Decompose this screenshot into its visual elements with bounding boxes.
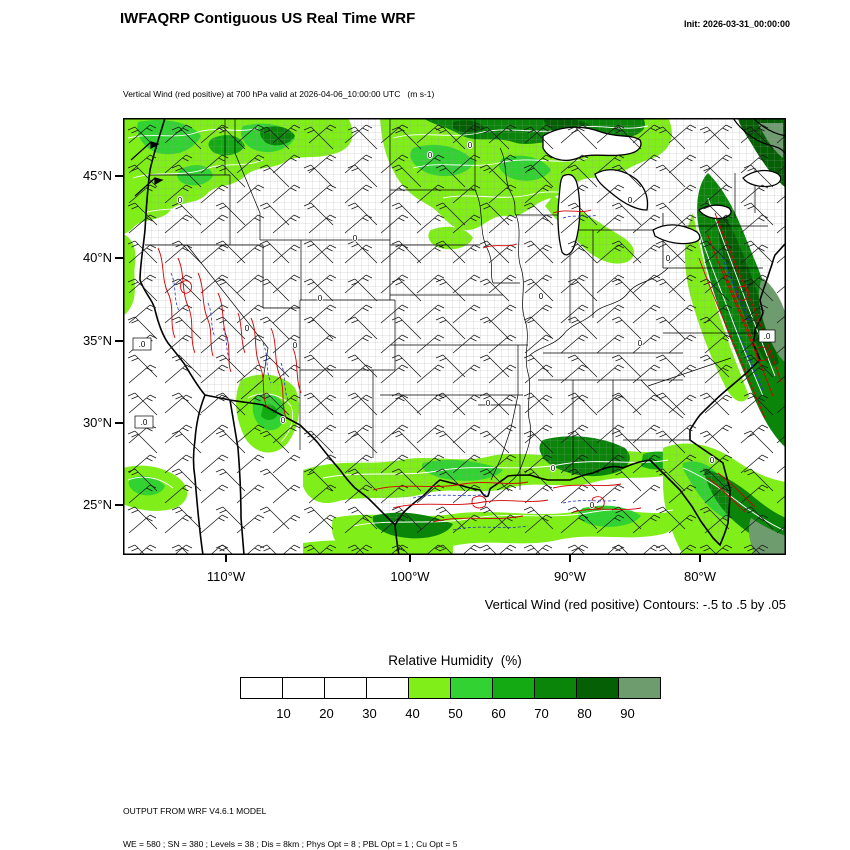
x-axis-label-110w: 110°W — [206, 569, 246, 584]
svg-text:0: 0 — [590, 501, 595, 510]
y-tick — [115, 257, 123, 259]
zero-contour-labels: 0 0 0 0 0 0 0 0 0 0 0 0 0 0 0 0 — [177, 140, 716, 511]
vertical-wind-positive-contours — [157, 209, 782, 523]
y-axis-label-30n: 30°N — [82, 415, 112, 430]
svg-text:.0: .0 — [764, 332, 771, 341]
svg-text:0: 0 — [638, 339, 643, 348]
svg-text:0: 0 — [353, 234, 358, 243]
svg-text:0: 0 — [666, 254, 671, 263]
colorbar-tick: 40 — [405, 706, 420, 721]
y-tick — [115, 422, 123, 424]
colorbar-cell — [240, 677, 283, 699]
svg-text:0: 0 — [293, 341, 298, 350]
x-tick — [569, 555, 571, 562]
vertical-wind-negative-contours — [170, 214, 764, 531]
x-tick — [409, 555, 411, 562]
y-axis-label-45n: 45°N — [82, 168, 112, 183]
colorbar-tick-labels: 10 20 30 40 50 60 70 80 90 — [262, 706, 649, 721]
colorbar-tick: 50 — [448, 706, 463, 721]
colorbar — [240, 677, 661, 699]
colorbar-cell — [408, 677, 451, 699]
colorbar-tick: 70 — [534, 706, 549, 721]
svg-text:0: 0 — [428, 151, 433, 160]
colorbar-tick: 20 — [319, 706, 334, 721]
colorbar-tick: 60 — [491, 706, 506, 721]
colorbar-cell — [576, 677, 619, 699]
svg-text:0: 0 — [551, 464, 556, 473]
figure-title: IWFAQRP Contiguous US Real Time WRF — [120, 10, 416, 27]
colorbar-cell — [450, 677, 493, 699]
y-axis-label-35n: 35°N — [82, 333, 112, 348]
init-time: Init: 2026-03-31_00:00:00 — [683, 19, 790, 29]
colorbar-title: Relative Humidity (%) — [388, 653, 522, 668]
y-axis-label-25n: 25°N — [82, 497, 112, 512]
svg-text:0: 0 — [281, 416, 286, 425]
field-line-vertical-wind: Vertical Wind (red positive) at 700 hPa … — [123, 89, 435, 99]
y-tick — [115, 340, 123, 342]
colorbar-cell — [618, 677, 661, 699]
svg-text:0: 0 — [486, 399, 491, 408]
map-frame — [123, 118, 786, 555]
svg-text:.0: .0 — [139, 340, 146, 349]
svg-text:0: 0 — [468, 141, 473, 150]
colorbar-tick: 10 — [276, 706, 291, 721]
svg-text:0: 0 — [318, 294, 323, 303]
y-axis-label-40n: 40°N — [82, 250, 112, 265]
colorbar-tick: 90 — [620, 706, 635, 721]
svg-text:0: 0 — [178, 196, 183, 205]
svg-text:0: 0 — [539, 292, 544, 301]
colorbar-cell — [366, 677, 409, 699]
colorbar-cell — [282, 677, 325, 699]
svg-text:.0: .0 — [141, 418, 148, 427]
svg-text:0: 0 — [628, 196, 633, 205]
x-axis-label-80w: 80°W — [684, 569, 716, 584]
colorbar-tick: 30 — [362, 706, 377, 721]
boxed-zero-labels: .0 .0 .0 — [132, 329, 776, 429]
wind-barbs-layer — [123, 118, 786, 555]
x-tick — [699, 555, 701, 562]
colorbar-cell — [324, 677, 367, 699]
svg-text:0: 0 — [710, 456, 715, 465]
colorbar-cell — [534, 677, 577, 699]
map-panel: 0 0 0 0 0 0 0 0 0 0 0 0 0 0 0 0 .0 — [123, 117, 787, 556]
model-version-line: OUTPUT FROM WRF V4.6.1 MODEL — [123, 806, 267, 816]
colorbar-tick: 80 — [577, 706, 592, 721]
model-config-footer: OUTPUT FROM WRF V4.6.1 MODEL WE = 580 ; … — [123, 784, 457, 850]
y-tick — [115, 504, 123, 506]
colorbar-cell — [492, 677, 535, 699]
contour-range-note: Vertical Wind (red positive) Contours: -… — [484, 597, 786, 612]
x-axis-label-90w: 90°W — [554, 569, 586, 584]
x-axis-label-100w: 100°W — [390, 569, 430, 584]
svg-text:0: 0 — [245, 324, 250, 333]
wrf-map: 0 0 0 0 0 0 0 0 0 0 0 0 0 0 0 0 .0 — [123, 117, 787, 556]
y-tick — [115, 175, 123, 177]
x-tick — [225, 555, 227, 562]
model-settings-line: WE = 580 ; SN = 380 ; Levels = 38 ; Dis … — [123, 839, 458, 849]
